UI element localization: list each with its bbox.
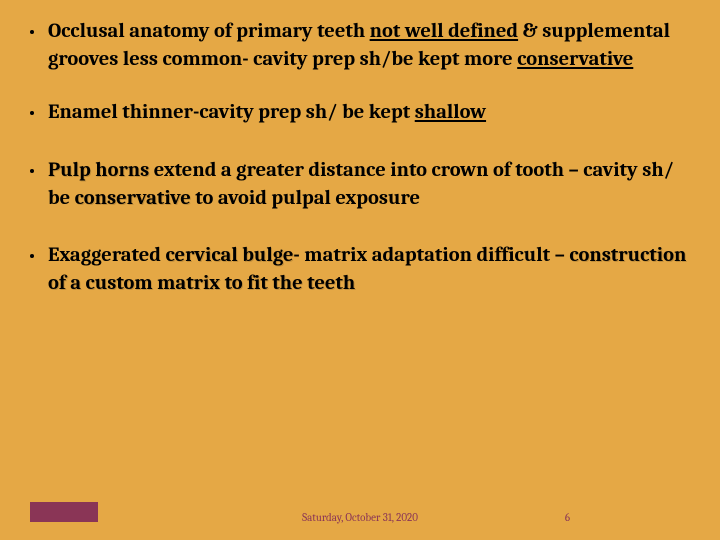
slide: Occlusal anatomy of primary teeth not we… <box>0 0 720 540</box>
footer-page-number: 6 <box>565 511 570 524</box>
footer: Saturday, October 31, 2020 6 <box>0 504 720 526</box>
bullet-dot <box>30 254 34 258</box>
bullet-dot <box>30 111 34 115</box>
bullet-4: Exaggerated cervical bulge- matrix adapt… <box>30 242 690 297</box>
text-plain: - matrix adaptation difficult – <box>293 244 569 267</box>
text-plain: Occlusal anatomy of primary teeth <box>48 20 370 43</box>
bullet-2: Enamel thinner-cavity prep sh/ be kept s… <box>30 99 690 127</box>
text-shadow: cervical bulge <box>165 244 293 267</box>
text-underline: shallow <box>415 101 486 124</box>
bullet-1: Occlusal anatomy of primary teeth not we… <box>30 18 690 73</box>
text-plain: Enamel thinner-cavity prep sh/ be kept <box>48 101 415 124</box>
bullet-text: Exaggerated cervical bulge- matrix adapt… <box>48 242 690 297</box>
text-underline: conservative <box>517 48 633 71</box>
footer-date: Saturday, October 31, 2020 <box>0 511 720 524</box>
bullet-text: Pulp horns extend a greater distance int… <box>48 157 690 212</box>
text-underline: not well defined <box>370 20 518 43</box>
bullet-text: Enamel thinner-cavity prep sh/ be kept s… <box>48 99 486 127</box>
text-shadow: Pulp horns <box>48 159 149 182</box>
text-plain: Exaggerated <box>48 244 165 267</box>
text-shadow: conservative <box>75 187 191 210</box>
bullet-text: Occlusal anatomy of primary teeth not we… <box>48 18 690 73</box>
bullet-dot <box>30 30 34 34</box>
bullet-dot <box>30 169 34 173</box>
text-plain: to avoid pulpal exposure <box>191 187 420 210</box>
bullet-3: Pulp horns extend a greater distance int… <box>30 157 690 212</box>
